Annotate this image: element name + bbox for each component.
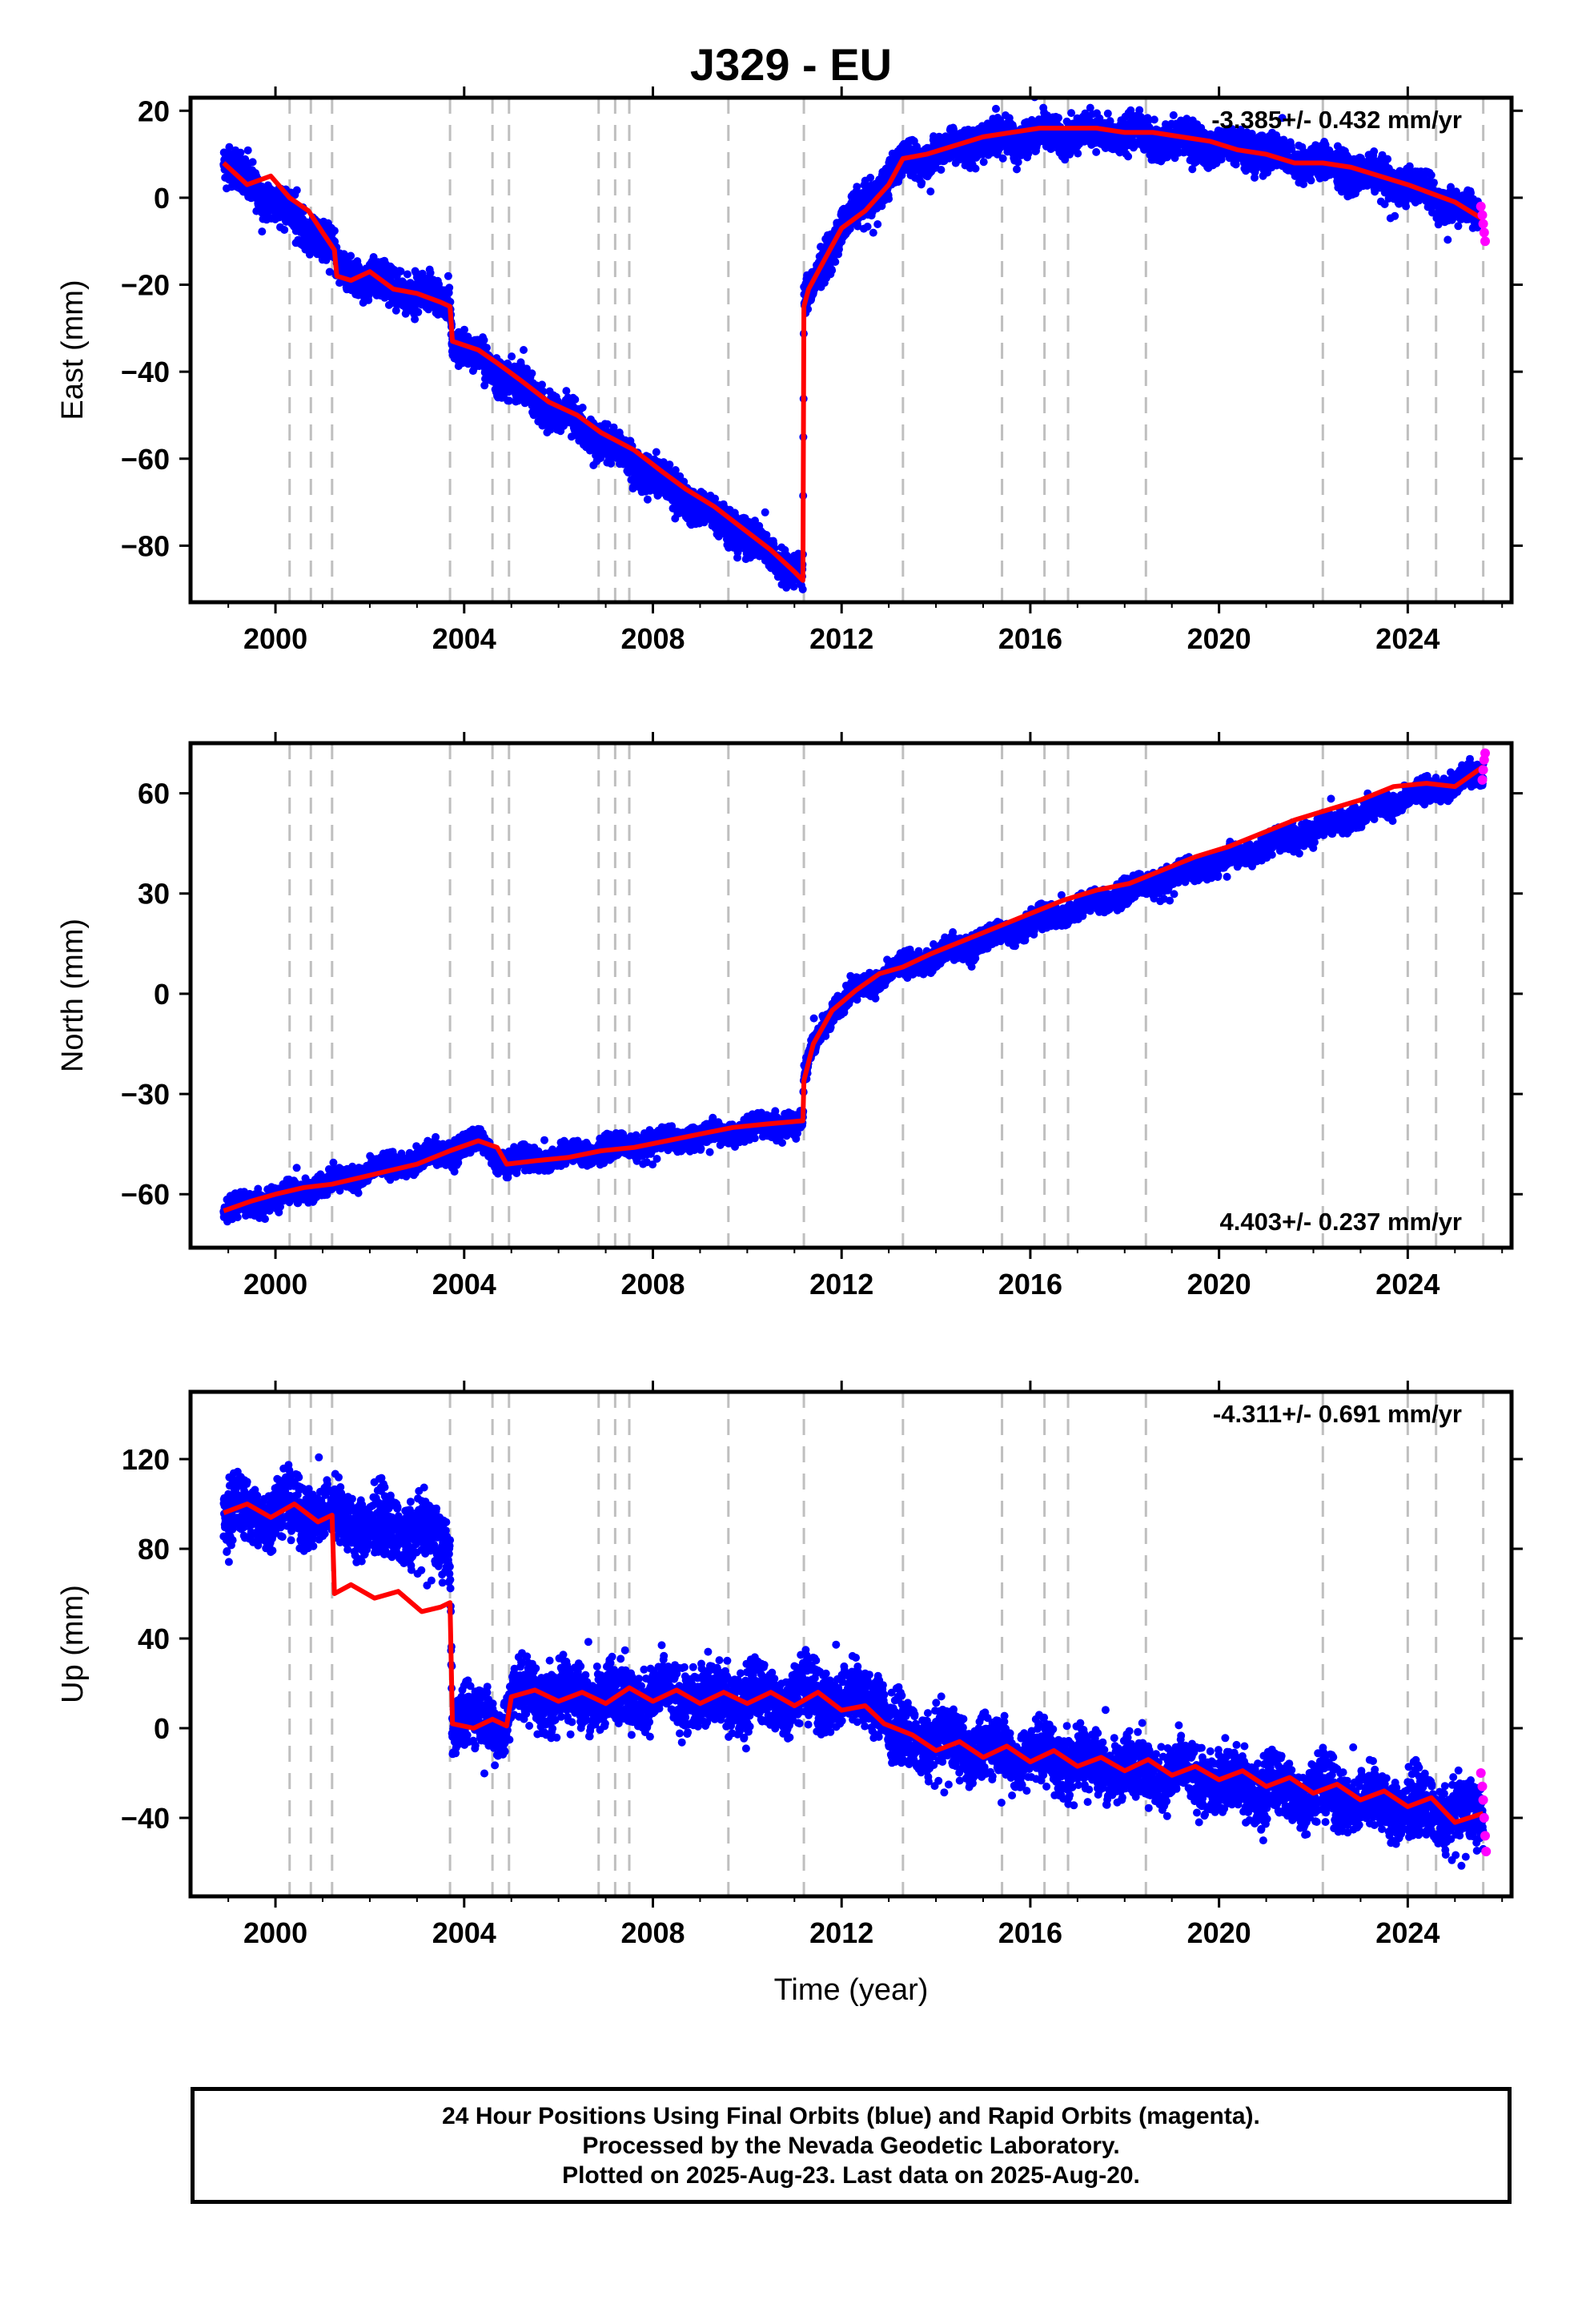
final-orbit-point: [243, 146, 252, 155]
final-orbit-point: [414, 308, 423, 316]
final-orbit-point: [798, 585, 807, 593]
final-orbit-point: [643, 495, 652, 504]
final-orbit-point: [863, 223, 872, 231]
final-orbit-point: [1013, 165, 1021, 174]
final-orbit-point: [665, 460, 674, 469]
final-orbit-point: [917, 179, 926, 187]
final-orbit-point: [1124, 152, 1133, 161]
final-orbit-point: [603, 420, 612, 428]
final-orbit-point: [435, 279, 443, 288]
final-orbit-point: [480, 336, 488, 344]
final-orbit-point: [538, 380, 546, 389]
final-orbit-point: [236, 148, 245, 157]
final-orbit-point: [426, 268, 435, 277]
final-orbit-point: [505, 396, 514, 405]
final-orbit-point: [396, 267, 405, 275]
final-orbit-point: [828, 266, 837, 275]
final-orbit-point: [248, 158, 257, 167]
final-orbit-point: [1135, 106, 1144, 115]
final-orbit-point: [391, 306, 400, 315]
final-orbit-point: [444, 271, 452, 280]
final-orbit-point: [225, 143, 234, 151]
final-orbit-point: [992, 104, 1000, 113]
plot-area: [219, 98, 1490, 602]
final-orbit-point: [280, 226, 289, 234]
final-orbit-point: [1150, 115, 1158, 124]
final-orbit-point: [1092, 147, 1101, 156]
final-orbit-point: [482, 344, 491, 352]
final-orbit-point: [971, 164, 980, 173]
final-orbit-point: [1067, 109, 1076, 118]
final-orbit-point: [562, 387, 571, 396]
final-orbit-point: [578, 404, 587, 412]
final-orbit-point: [403, 270, 412, 279]
final-orbit-point: [445, 283, 454, 292]
final-orbit-point: [460, 325, 468, 334]
final-orbit-point: [508, 352, 516, 361]
final-orbit-point: [671, 466, 680, 474]
final-orbit-point: [998, 154, 1007, 163]
final-orbit-point: [979, 158, 988, 167]
final-orbit-point: [761, 508, 769, 517]
final-orbit-point: [258, 227, 267, 236]
east-panel: 2000 2004 2008 2012 2016 2020 2024−80−60−40−20…: [56, 86, 1523, 655]
final-orbit-point: [937, 166, 946, 174]
final-orbit-point: [607, 459, 616, 468]
final-orbit-point: [873, 220, 882, 228]
final-orbit-point: [411, 315, 420, 324]
final-orbit-point: [885, 195, 893, 203]
final-orbit-point: [1103, 109, 1112, 118]
final-orbit-point: [652, 448, 661, 456]
final-orbit-point: [292, 186, 301, 195]
final-orbit-point: [528, 369, 536, 378]
final-orbit-point: [325, 267, 334, 276]
final-orbit-point: [1054, 114, 1062, 123]
final-orbit-point: [869, 228, 877, 237]
final-orbit-point: [609, 423, 618, 432]
final-orbit-point: [571, 395, 580, 404]
final-orbit-point: [831, 258, 840, 266]
final-orbit-point: [1169, 111, 1178, 119]
final-orbit-point: [1014, 158, 1022, 167]
figure-title: J329 - EU: [690, 39, 892, 90]
final-orbit-point: [330, 227, 339, 235]
final-orbit-point: [347, 251, 355, 260]
final-orbit-point: [520, 346, 528, 354]
final-orbit-point: [926, 187, 935, 196]
final-orbit-point: [866, 173, 875, 182]
final-orbit-point: [1074, 149, 1082, 158]
